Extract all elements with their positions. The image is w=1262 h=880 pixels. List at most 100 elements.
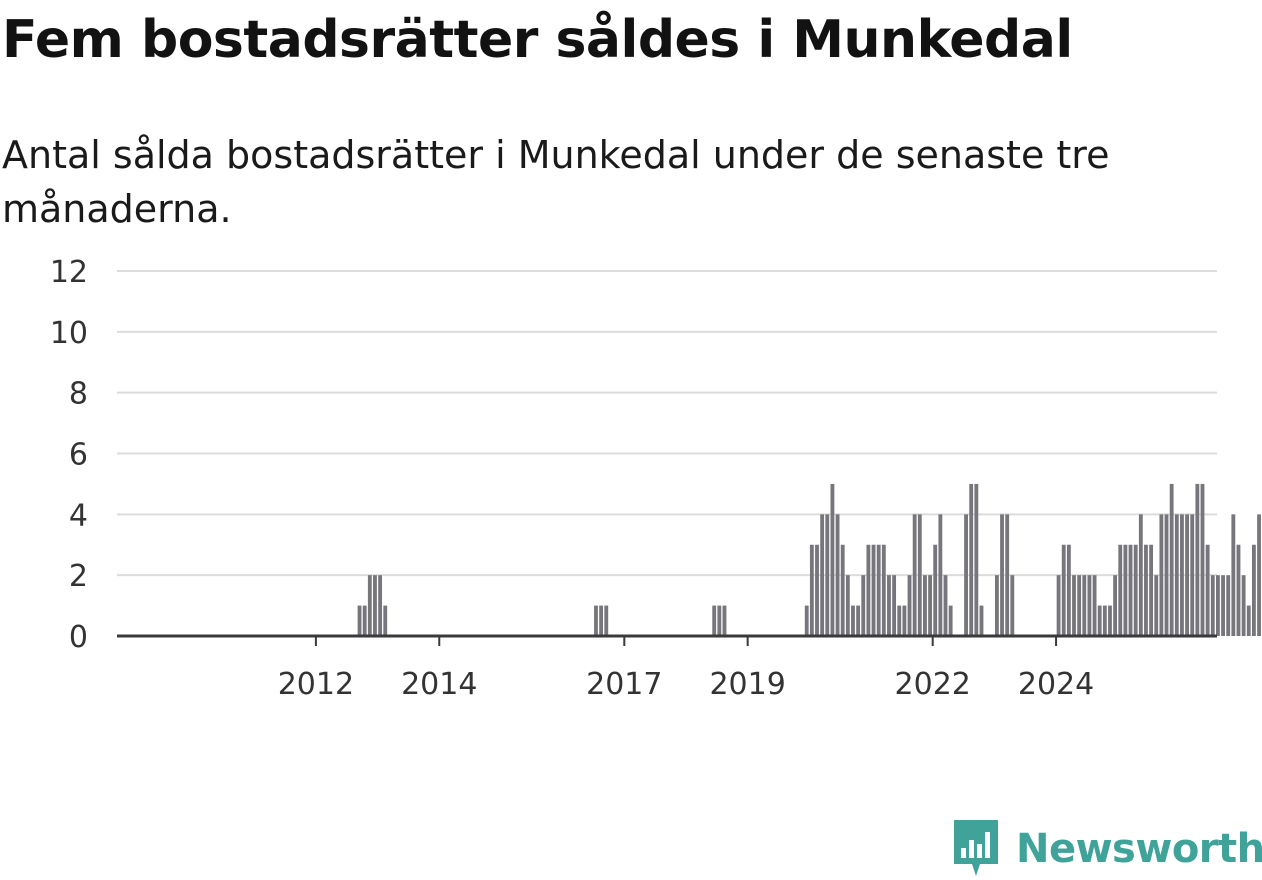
bar — [974, 483, 979, 636]
bar — [1087, 575, 1092, 636]
bar — [1149, 544, 1154, 636]
bar — [815, 544, 819, 636]
bar — [1010, 575, 1015, 636]
y-axis-tick-labels: 0 2 4 6 8 10 12 — [50, 255, 88, 655]
bar — [1205, 544, 1210, 636]
y-tick-label: 12 — [50, 255, 88, 290]
bar — [964, 514, 968, 636]
bar — [1154, 575, 1159, 636]
bar — [933, 544, 938, 636]
bar — [367, 575, 372, 636]
bar — [1216, 575, 1220, 636]
bar — [1113, 575, 1118, 636]
bar — [1005, 514, 1010, 636]
y-tick-label: 2 — [69, 559, 88, 594]
bar — [892, 575, 897, 636]
bar — [856, 605, 861, 636]
bar — [594, 605, 598, 636]
x-tick-label: 2012 — [278, 667, 354, 702]
bar — [1185, 514, 1189, 636]
bars — [357, 483, 1261, 636]
bar — [383, 605, 388, 636]
bar — [1169, 483, 1174, 636]
bar — [1174, 514, 1179, 636]
bar — [866, 544, 871, 636]
bar — [809, 544, 814, 636]
chart-title: Fem bostadsrätter såldes i Munkedal — [2, 10, 1073, 70]
bar — [722, 605, 727, 636]
gridlines — [117, 270, 1217, 577]
newsworthy-brand: Newsworthy — [950, 818, 1262, 880]
bar — [599, 605, 604, 636]
bar — [979, 605, 984, 636]
x-tick-label: 2022 — [895, 667, 971, 702]
bar — [840, 544, 845, 636]
bar — [825, 514, 830, 636]
bar — [357, 605, 362, 636]
x-axis-ticks: 2012 2014 2017 2019 2022 2024 — [278, 636, 1094, 702]
bar — [1251, 544, 1256, 636]
y-tick-label: 4 — [69, 498, 88, 533]
bar — [1138, 514, 1143, 636]
bar — [804, 605, 809, 636]
bar — [604, 605, 609, 636]
bar — [1133, 544, 1138, 636]
y-tick-label: 10 — [50, 316, 88, 351]
bar — [1144, 544, 1148, 636]
bar — [907, 575, 912, 636]
bar — [1164, 514, 1169, 636]
bar — [1221, 575, 1225, 636]
bar — [1246, 605, 1251, 636]
bar — [1061, 544, 1066, 636]
bar — [943, 575, 948, 636]
bar — [897, 605, 902, 636]
bar — [948, 605, 953, 636]
brand-name: Newsworthy — [1016, 826, 1262, 872]
chart-subtitle: Antal sålda bostadsrätter i Munkedal und… — [2, 133, 1110, 231]
bar — [1092, 575, 1097, 636]
newsworthy-logo-icon — [954, 820, 998, 876]
bar — [362, 605, 367, 636]
y-tick-label: 8 — [69, 377, 88, 412]
bar — [1118, 544, 1123, 636]
x-tick-label: 2014 — [401, 667, 477, 702]
bar — [373, 575, 377, 636]
bar — [1072, 575, 1076, 636]
bar — [1000, 514, 1004, 636]
bar — [1241, 575, 1246, 636]
bar — [1077, 575, 1082, 636]
bar — [969, 483, 974, 636]
bar — [1257, 514, 1261, 636]
bar — [1123, 544, 1128, 636]
bar — [1231, 514, 1236, 636]
y-tick-label: 0 — [69, 620, 88, 655]
bar — [1082, 575, 1087, 636]
bar — [820, 514, 825, 636]
bar — [1102, 605, 1107, 636]
bar — [902, 605, 907, 636]
bar — [887, 575, 891, 636]
bar — [1210, 575, 1215, 636]
y-tick-label: 6 — [69, 438, 88, 473]
bar — [881, 544, 886, 636]
bar — [830, 483, 835, 636]
bar — [917, 514, 922, 636]
bar — [861, 575, 866, 636]
bar — [835, 514, 840, 636]
bar — [1200, 483, 1205, 636]
bar — [1236, 544, 1241, 636]
bar — [928, 575, 932, 636]
bar — [712, 605, 717, 636]
bar — [845, 575, 850, 636]
bar — [1128, 544, 1133, 636]
bar — [1108, 605, 1112, 636]
x-tick-label: 2024 — [1018, 667, 1094, 702]
bar — [1195, 483, 1200, 636]
bar — [1190, 514, 1195, 636]
x-tick-label: 2019 — [709, 667, 785, 702]
bar — [1226, 575, 1231, 636]
bar — [851, 605, 855, 636]
bar — [938, 514, 943, 636]
bar — [1056, 575, 1061, 636]
